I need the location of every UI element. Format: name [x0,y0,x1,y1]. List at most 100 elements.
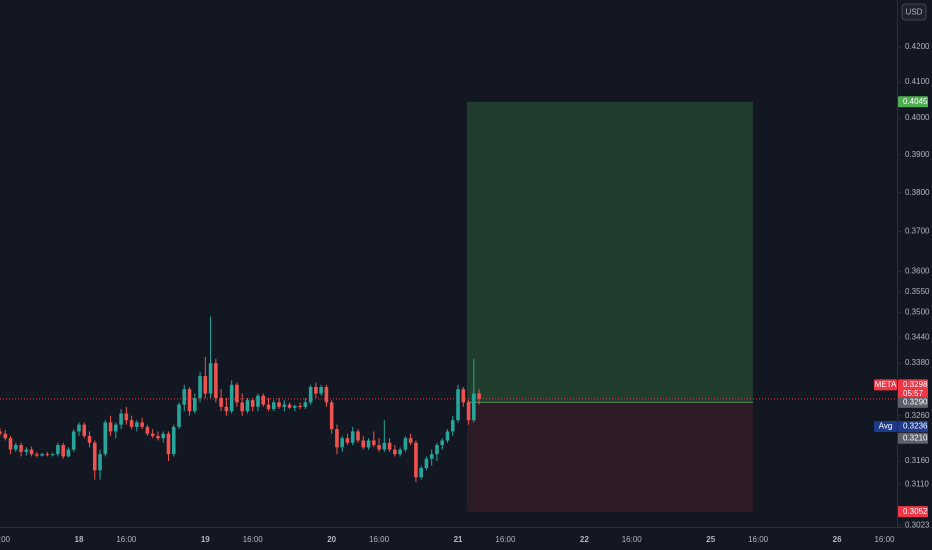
candle-body [140,422,144,427]
candle-body [156,435,160,439]
price-badge-label: 0.3290 [903,398,928,407]
candle-body [240,402,244,412]
price-badge-label: 0.3052 [903,507,928,516]
candle-body [393,449,397,455]
candle-body [87,435,92,443]
x-tick-label: 16:00 [874,535,895,544]
currency[interactable]: USD [906,8,923,17]
y-tick-label: 0.3600 [905,266,930,275]
x-tick-label: 16:00 [243,535,264,544]
candle-body [335,429,339,448]
candle-body [182,389,187,405]
price-badge-label: 0.3236 [903,422,928,431]
price-badge [898,420,928,432]
candle-body [150,433,155,436]
candle-body [293,405,297,408]
candle-body [277,402,281,407]
candle-body [456,389,460,421]
x-tick-label: 25 [706,535,715,544]
candle-body [282,404,287,407]
candle-body [171,426,176,455]
name-badge [874,379,897,391]
candle-body [403,438,408,450]
y-tick-label: 0.4000 [905,113,930,122]
y-tick-label: 0.3800 [905,188,930,197]
x-tick-label: 22 [580,535,589,544]
price-badge-label: 0.3298 [903,380,928,389]
candle-body [445,431,450,441]
candle-body [119,413,123,425]
x-tick-label: 16:00 [369,535,390,544]
y-tick-label: 0.4200 [905,42,930,51]
candle-body [108,422,113,432]
y-tick-label: 0.3160 [905,456,930,465]
price-badge [898,506,928,518]
candle-body [56,445,60,455]
candle-body [419,467,423,478]
y-tick-label: 0.3550 [905,287,930,296]
candle-body [135,422,139,427]
candle-body [8,438,13,450]
candle-body [203,376,208,394]
candle-body [398,449,402,455]
candle-body [192,397,197,412]
y-tick-label: 0.3500 [905,307,930,316]
candle-body [129,420,134,427]
x-tick-label: 16:00 [495,535,516,544]
candle-body [124,413,129,421]
name-badge-label: META [875,380,897,389]
x-tick-label: 16:00 [622,535,643,544]
candle-body [145,426,150,434]
candle-body [114,424,118,432]
candle-body [472,393,476,421]
candle-body [382,442,387,450]
countdown: 05:57 [903,389,924,398]
candle-body [371,440,376,446]
y-tick-label: 0.3260 [905,411,930,420]
name-badge [874,420,897,432]
candle-body [314,386,318,394]
candle-body [77,424,81,432]
candle-body [477,393,481,399]
candle-body [308,386,313,403]
candle-body [429,454,434,459]
x-tick-label: 20 [327,535,336,544]
candle-body [435,445,439,455]
candle-body [66,449,71,457]
y-tick-label: 0.3900 [905,150,930,159]
candle-body [345,438,350,443]
x-tick-label: 16:00 [748,535,769,544]
candle-body [29,449,34,455]
candle-body [303,402,308,407]
y-tick-label: 0.3700 [905,227,930,236]
candle-body [45,454,50,456]
candle-body [466,402,471,421]
price-badge [898,379,928,400]
target-zone [466,101,753,403]
candle-body [214,363,218,398]
candle-body [208,363,213,394]
y-tick-label: 0.3440 [905,333,930,342]
candle-body [271,402,276,410]
candle-body [219,397,223,407]
y-tick-label: 0.3023 [905,521,930,530]
candle-body [324,386,329,403]
currency-button[interactable] [901,3,927,21]
candle-body [103,422,108,455]
candle-body [408,438,413,443]
candle-body [229,384,234,412]
candle-body [235,384,239,403]
candle-body [261,395,266,405]
y-tick-label: 0.3110 [905,479,929,488]
candle-body [0,431,2,434]
candle-body [71,431,76,450]
candle-body [266,404,271,410]
candle-body [13,445,18,450]
x-tick-label: 16:00 [0,535,11,544]
candle-body [61,445,65,457]
candle-body [319,386,323,394]
candle-body [19,445,23,452]
candle-body [50,454,55,456]
candle-body [440,440,445,446]
price-badge-label: 0.3210 [903,433,928,442]
